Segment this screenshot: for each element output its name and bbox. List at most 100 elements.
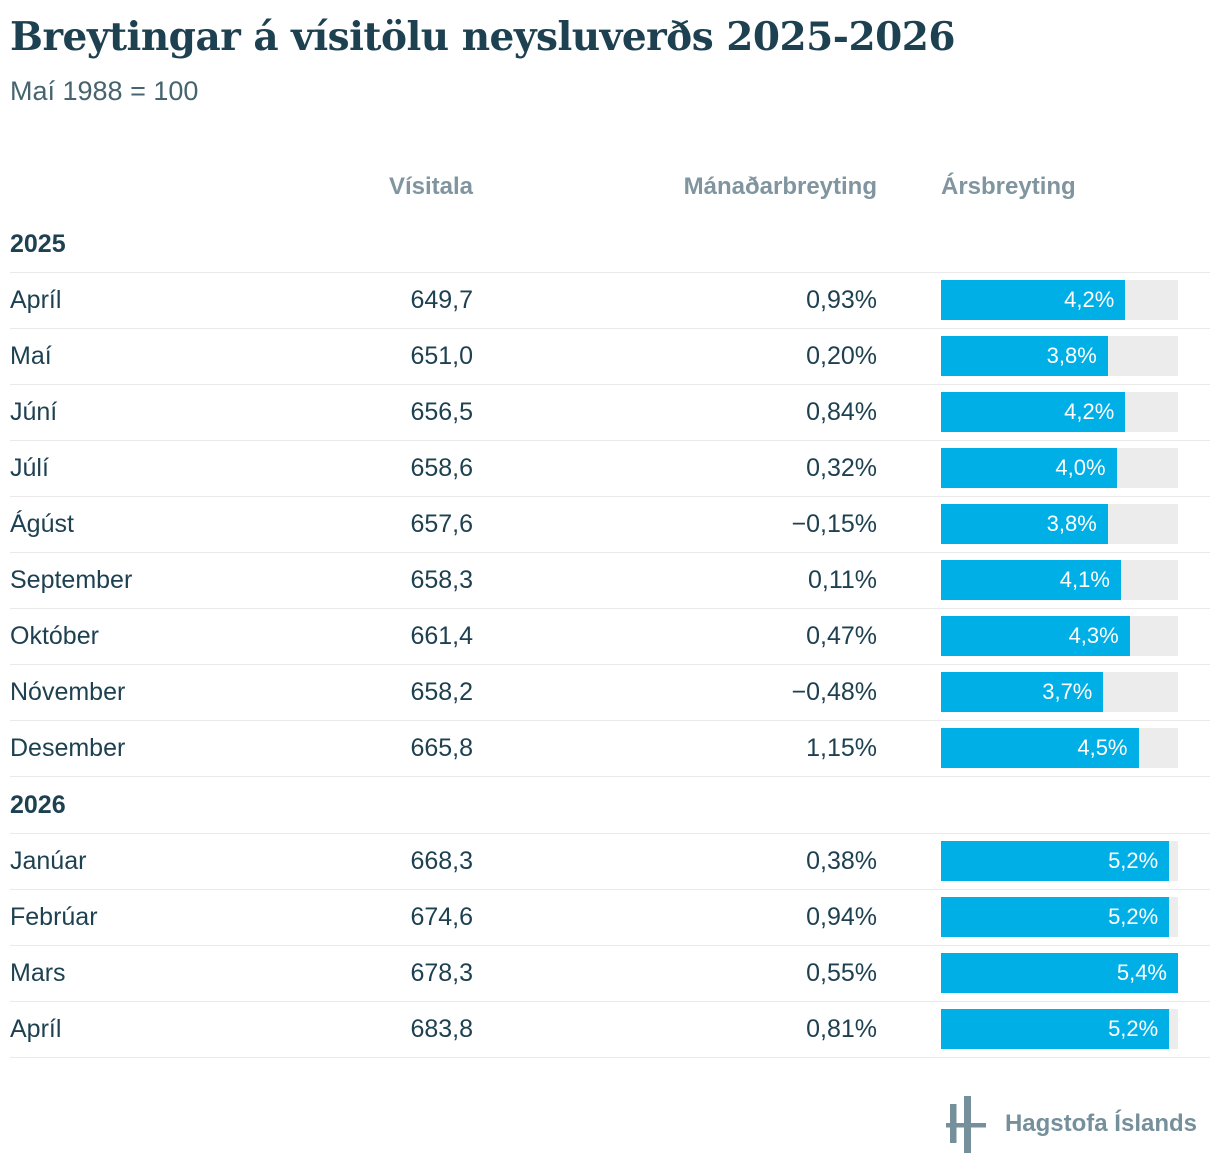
yearly-change-bar-fill: 4,1% <box>941 560 1121 601</box>
table-row: Janúar 668,3 0,38% 5,2% <box>10 834 1210 890</box>
yearly-change-label: 5,2% <box>1108 1016 1159 1042</box>
yearly-change-cell: 3,8% <box>877 497 1210 552</box>
index-value: 649,7 <box>410 285 473 314</box>
yearly-change-cell: 3,7% <box>877 665 1210 720</box>
yearly-change-bar-track: 3,8% <box>941 504 1178 545</box>
month-label: Nóvember <box>10 677 126 706</box>
yearly-change-bar-track: 4,3% <box>941 616 1178 657</box>
index-value: 658,3 <box>410 565 473 594</box>
year-label: 2026 <box>10 790 66 819</box>
table-row: Október 661,4 0,47% 4,3% <box>10 609 1210 665</box>
monthly-change-value: 0,20% <box>806 341 877 370</box>
month-label: Apríl <box>10 1014 62 1043</box>
yearly-change-label: 4,0% <box>1055 455 1106 481</box>
month-label: Janúar <box>10 846 87 875</box>
monthly-change-value: 0,11% <box>807 565 877 594</box>
index-value: 651,0 <box>410 341 473 370</box>
yearly-change-cell: 4,3% <box>877 609 1210 664</box>
table-row: Júní 656,5 0,84% 4,2% <box>10 385 1210 441</box>
index-value: 665,8 <box>410 733 473 762</box>
yearly-change-bar-fill: 4,3% <box>941 616 1130 657</box>
year-row: 2025 <box>10 216 1210 273</box>
table-row: Apríl 683,8 0,81% 5,2% <box>10 1002 1210 1058</box>
yearly-change-label: 4,2% <box>1064 287 1115 313</box>
year-row: 2026 <box>10 777 1210 834</box>
monthly-change-value: 0,55% <box>806 958 877 987</box>
yearly-change-cell: 5,2% <box>877 834 1210 889</box>
table-row: Apríl 649,7 0,93% 4,2% <box>10 273 1210 329</box>
yearly-change-bar-track: 5,2% <box>941 841 1178 882</box>
month-label: Maí <box>10 341 52 370</box>
yearly-change-bar-fill: 5,2% <box>941 897 1170 938</box>
yearly-change-bar-fill: 4,0% <box>941 448 1117 489</box>
yearly-change-cell: 4,1% <box>877 553 1210 608</box>
yearly-change-bar-fill: 3,8% <box>941 336 1108 377</box>
footer: Hagstofa Íslands <box>10 1095 1210 1153</box>
monthly-change-value: 0,93% <box>806 285 877 314</box>
yearly-change-label: 3,8% <box>1046 511 1097 537</box>
index-value: 674,6 <box>410 902 473 931</box>
yearly-change-label: 5,2% <box>1108 904 1159 930</box>
yearly-change-bar-fill: 4,2% <box>941 392 1126 433</box>
index-value: 678,3 <box>410 958 473 987</box>
yearly-change-bar-fill: 3,7% <box>941 672 1104 713</box>
page-subtitle: Maí 1988 = 100 <box>10 75 199 106</box>
index-value: 658,6 <box>410 453 473 482</box>
month-label: Júní <box>10 397 58 426</box>
month-label: Apríl <box>10 285 62 314</box>
month-label: Ágúst <box>10 509 74 538</box>
yearly-change-bar-fill: 5,2% <box>941 1009 1170 1050</box>
yearly-change-bar-fill: 4,2% <box>941 280 1126 321</box>
index-value: 683,8 <box>410 1014 473 1043</box>
logo-brand-text: Hagstofa Íslands <box>1004 1110 1197 1138</box>
yearly-change-cell: 5,2% <box>877 1002 1210 1057</box>
yearly-change-bar-track: 4,5% <box>941 728 1178 769</box>
monthly-change-value: 0,81% <box>806 1014 877 1043</box>
yearly-change-label: 4,5% <box>1077 735 1128 761</box>
monthly-change-value: 1,15% <box>806 733 877 762</box>
page-title: Breytingar á vísitölu neysluverðs 2025-2… <box>10 14 956 60</box>
yearly-change-cell: 5,4% <box>877 946 1210 1001</box>
hagstofa-logo-icon <box>945 1095 986 1153</box>
index-value: 656,5 <box>410 397 473 426</box>
yearly-change-label: 4,3% <box>1068 623 1119 649</box>
index-value: 661,4 <box>410 621 473 650</box>
yearly-change-bar-fill: 4,5% <box>941 728 1139 769</box>
monthly-change-value: 0,47% <box>806 621 877 650</box>
monthly-change-value: 0,38% <box>806 846 877 875</box>
yearly-change-cell: 4,5% <box>877 721 1210 776</box>
monthly-change-value: −0,15% <box>791 509 878 538</box>
yearly-change-bar-track: 4,1% <box>941 560 1178 601</box>
yearly-change-bar-track: 5,2% <box>941 897 1178 938</box>
yearly-change-bar-track: 3,8% <box>941 336 1178 377</box>
column-header-arsbreyting: Ársbreyting <box>941 172 1076 200</box>
table-row: Nóvember 658,2 −0,48% 3,7% <box>10 665 1210 721</box>
table-header-row: Vísitala Mánaðarbreyting Ársbreyting <box>10 158 1210 216</box>
yearly-change-label: 3,8% <box>1046 343 1097 369</box>
table-row: Mars 678,3 0,55% 5,4% <box>10 946 1210 1002</box>
yearly-change-label: 3,7% <box>1042 679 1093 705</box>
index-table: Vísitala Mánaðarbreyting Ársbreyting 202… <box>10 158 1210 1058</box>
index-value: 658,2 <box>410 677 473 706</box>
yearly-change-label: 4,1% <box>1059 567 1110 593</box>
yearly-change-bar-track: 4,0% <box>941 448 1178 489</box>
month-label: Mars <box>10 958 66 987</box>
month-label: Október <box>10 621 99 650</box>
yearly-change-cell: 4,2% <box>877 385 1210 440</box>
yearly-change-cell: 4,2% <box>877 273 1210 328</box>
month-label: Júlí <box>10 453 49 482</box>
monthly-change-value: 0,32% <box>806 453 877 482</box>
yearly-change-bar-fill: 5,4% <box>941 953 1178 994</box>
yearly-change-bar-fill: 3,8% <box>941 504 1108 545</box>
table-row: September 658,3 0,11% 4,1% <box>10 553 1210 609</box>
yearly-change-bar-track: 5,2% <box>941 1009 1178 1050</box>
yearly-change-cell: 3,8% <box>877 329 1210 384</box>
table-row: Maí 651,0 0,20% 3,8% <box>10 329 1210 385</box>
index-table-rows: 2025 Apríl 649,7 0,93% 4,2% Maí 651,0 0,… <box>10 216 1210 1058</box>
index-value: 657,6 <box>410 509 473 538</box>
table-row: Ágúst 657,6 −0,15% 3,8% <box>10 497 1210 553</box>
table-row: Júlí 658,6 0,32% 4,0% <box>10 441 1210 497</box>
yearly-change-label: 5,4% <box>1116 960 1167 986</box>
yearly-change-cell: 4,0% <box>877 441 1210 496</box>
year-label: 2025 <box>10 229 66 258</box>
